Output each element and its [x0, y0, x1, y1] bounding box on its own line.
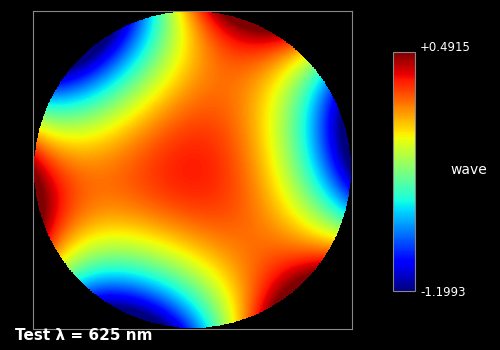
Text: +0.4915: +0.4915 — [420, 41, 471, 54]
Text: wave: wave — [450, 163, 487, 177]
Text: Test λ = 625 nm: Test λ = 625 nm — [15, 328, 152, 343]
Text: -1.1993: -1.1993 — [420, 286, 466, 299]
